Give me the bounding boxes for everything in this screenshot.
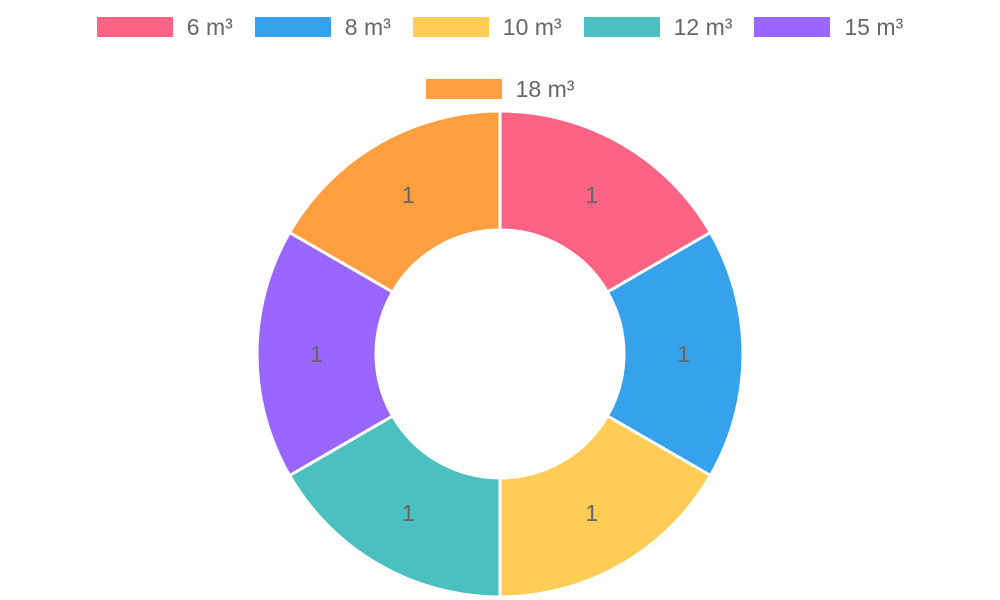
legend-swatch	[583, 17, 660, 37]
slice-value-label: 1	[310, 341, 323, 367]
legend-label: 15 m³	[844, 13, 904, 40]
chart-legend: 6 m³ 8 m³ 10 m³ 12 m³ 15 m³ 18 m³	[0, 14, 1000, 102]
legend-swatch	[96, 17, 173, 37]
slice-10-m[interactable]	[498, 413, 713, 599]
legend-label: 10 m³	[502, 13, 562, 40]
legend-label: 18 m³	[515, 75, 575, 102]
legend-label: 8 m³	[344, 13, 391, 40]
legend-item-10-m3[interactable]: 10 m³	[412, 13, 562, 40]
legend-item-15-m3[interactable]: 15 m³	[754, 14, 903, 40]
slice-12-m[interactable]	[287, 413, 502, 599]
slice-value-label: 1	[585, 182, 598, 208]
slice-6-m[interactable]	[498, 109, 713, 295]
slice-15-m[interactable]	[255, 230, 395, 478]
legend-item-18-m3[interactable]: 18 m³	[425, 75, 575, 102]
legend-swatch	[412, 17, 489, 37]
slice-value-label: 1	[677, 341, 690, 367]
slice-8-m[interactable]	[605, 230, 745, 478]
slice-18-m[interactable]	[287, 109, 502, 295]
legend-label: 6 m³	[186, 13, 233, 40]
legend-item-6-m3[interactable]: 6 m³	[96, 13, 233, 40]
legend-item-8-m3[interactable]: 8 m³	[254, 13, 391, 40]
legend-swatch	[754, 17, 831, 37]
legend-label: 12 m³	[673, 13, 733, 40]
legend-item-12-m3[interactable]: 12 m³	[583, 13, 733, 40]
slice-value-label: 1	[585, 500, 598, 526]
legend-swatch	[425, 79, 502, 99]
slice-value-label: 1	[402, 182, 415, 208]
slice-value-label: 1	[402, 500, 415, 526]
legend-swatch	[254, 17, 331, 37]
